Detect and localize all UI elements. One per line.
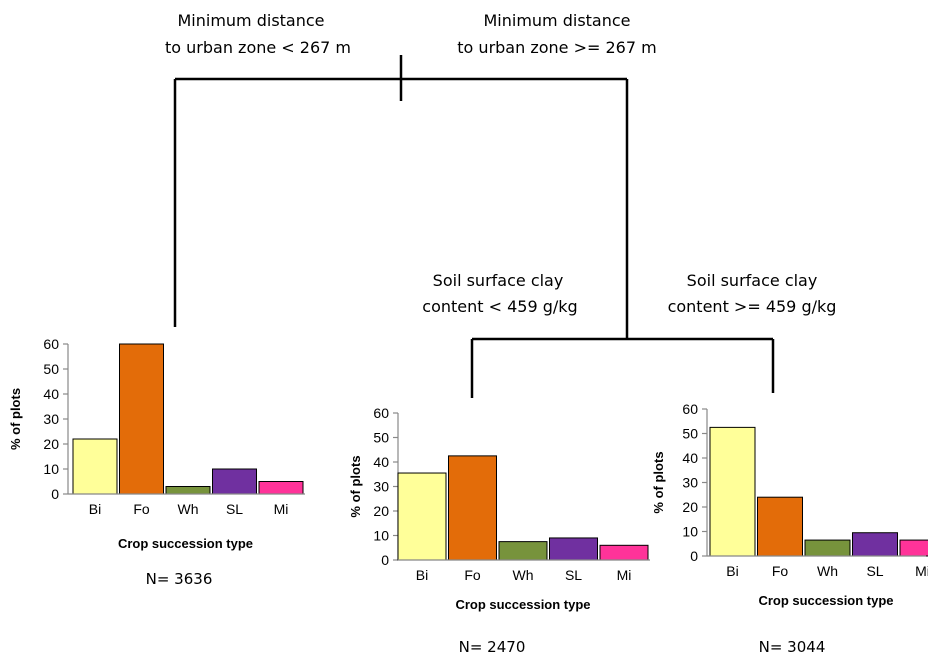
bar-chart-leaf-1: 0 10 20 30 40 50 60 Bi Fo Wh SL Mi Crop succession t… bbox=[8, 336, 305, 588]
x-category-label: SL bbox=[866, 563, 883, 579]
sub-split-left-label: Soil surface clay content < 459 g/kg bbox=[422, 271, 577, 316]
x-category-label: Bi bbox=[416, 567, 428, 583]
y-tick-label: 60 bbox=[373, 405, 389, 421]
y-tick-label: 20 bbox=[373, 503, 389, 519]
bar-wh bbox=[165, 486, 211, 495]
x-category-label: Bi bbox=[89, 501, 101, 517]
bar-bi bbox=[397, 472, 447, 561]
y-axis-label: % of plots bbox=[348, 455, 363, 517]
bar-bi bbox=[72, 438, 118, 495]
y-tick-label: 30 bbox=[682, 475, 698, 491]
sub-split-left-line1: Soil surface clay bbox=[433, 271, 564, 290]
root-split-left-line2: to urban zone < 267 m bbox=[165, 38, 351, 57]
x-axis-label: Crop succession type bbox=[758, 593, 893, 608]
root-split-right-label: Minimum distance to urban zone >= 267 m bbox=[457, 11, 656, 57]
root-split-right-line2: to urban zone >= 267 m bbox=[457, 38, 656, 57]
x-category-label: Mi bbox=[274, 501, 289, 517]
y-tick-label: 40 bbox=[373, 454, 389, 470]
x-category-label: Mi bbox=[617, 567, 632, 583]
x-category-label: Mi bbox=[915, 563, 928, 579]
y-tick-label: 0 bbox=[690, 548, 698, 564]
y-tick-label: 10 bbox=[43, 461, 59, 477]
sub-split-right-label: Soil surface clay content >= 459 g/kg bbox=[668, 271, 837, 316]
sample-size-label: N= 2470 bbox=[459, 638, 526, 656]
y-tick-label: 50 bbox=[682, 426, 698, 442]
tree-connectors bbox=[173, 55, 775, 398]
root-split-right-line1: Minimum distance bbox=[483, 11, 630, 30]
x-category-label: Fo bbox=[772, 563, 789, 579]
bar-bi bbox=[709, 426, 756, 557]
bar-wh bbox=[804, 539, 851, 557]
x-category-label: Fo bbox=[464, 567, 481, 583]
y-tick-label: 10 bbox=[373, 528, 389, 544]
bar-mi bbox=[899, 539, 928, 557]
y-tick-label: 10 bbox=[682, 524, 698, 540]
bar-sl bbox=[212, 468, 257, 495]
bar-fo bbox=[757, 496, 803, 557]
y-tick-label: 60 bbox=[682, 401, 698, 417]
bar-sl bbox=[852, 532, 898, 557]
y-tick-label: 50 bbox=[373, 430, 389, 446]
y-axis-label: % of plots bbox=[8, 388, 23, 450]
sub-split-right-line1: Soil surface clay bbox=[687, 271, 818, 290]
sub-split-right-line2: content >= 459 g/kg bbox=[668, 297, 837, 316]
y-tick-label: 30 bbox=[43, 411, 59, 427]
x-axis-label: Crop succession type bbox=[118, 536, 253, 551]
bar-fo bbox=[448, 455, 497, 561]
bar-wh bbox=[498, 541, 548, 561]
x-axis-label: Crop succession type bbox=[455, 597, 590, 612]
y-tick-label: 30 bbox=[373, 479, 389, 495]
x-category-label: Wh bbox=[817, 563, 838, 579]
bar-mi bbox=[599, 544, 649, 561]
bar-chart-leaf-3: 0 10 20 30 40 50 60 Bi Fo Wh SL Mi Crop succession t… bbox=[651, 401, 928, 656]
bar-chart-leaf-2: 0 10 20 30 40 50 60 Bi Fo Wh SL Mi Crop succession t… bbox=[348, 405, 650, 656]
x-category-label: SL bbox=[565, 567, 582, 583]
sub-split-left-line2: content < 459 g/kg bbox=[422, 297, 577, 316]
y-tick-label: 0 bbox=[51, 486, 59, 502]
sample-size-label: N= 3636 bbox=[146, 570, 213, 588]
y-tick-label: 60 bbox=[43, 336, 59, 352]
x-category-label: Wh bbox=[178, 501, 199, 517]
y-tick-label: 20 bbox=[682, 499, 698, 515]
x-category-label: SL bbox=[226, 501, 243, 517]
x-category-label: Fo bbox=[133, 501, 150, 517]
y-tick-label: 40 bbox=[43, 386, 59, 402]
bar-sl bbox=[549, 537, 598, 561]
bar-mi bbox=[258, 481, 304, 495]
root-split-left-label: Minimum distance to urban zone < 267 m bbox=[165, 11, 351, 57]
x-category-label: Wh bbox=[513, 567, 534, 583]
y-tick-label: 20 bbox=[43, 436, 59, 452]
y-axis-label: % of plots bbox=[651, 451, 666, 513]
x-category-label: Bi bbox=[726, 563, 738, 579]
root-split-left-line1: Minimum distance bbox=[177, 11, 324, 30]
bar-fo bbox=[119, 343, 164, 495]
sample-size-label: N= 3044 bbox=[759, 638, 826, 656]
y-tick-label: 40 bbox=[682, 450, 698, 466]
y-tick-label: 50 bbox=[43, 361, 59, 377]
y-tick-label: 0 bbox=[381, 552, 389, 568]
